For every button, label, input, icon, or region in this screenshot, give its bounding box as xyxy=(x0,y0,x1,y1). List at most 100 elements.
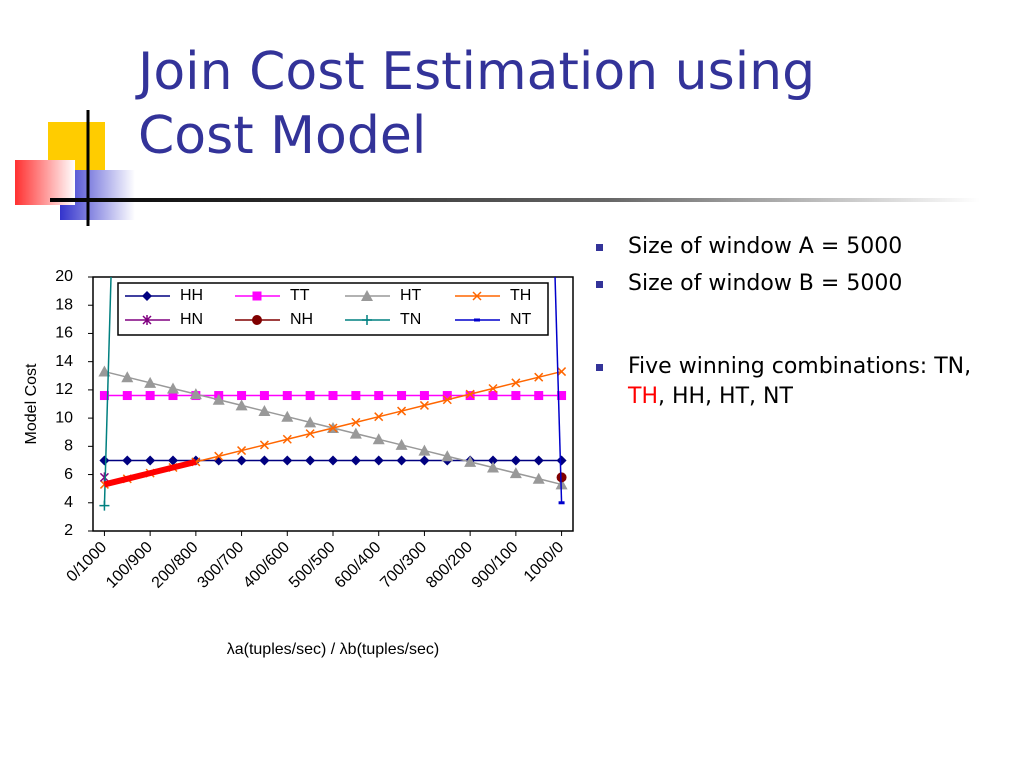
legend-label: HH xyxy=(180,287,203,304)
marker xyxy=(281,410,294,422)
marker xyxy=(395,438,408,450)
legend-label: TN xyxy=(400,311,421,328)
deco-hline xyxy=(50,198,980,202)
marker xyxy=(305,455,316,466)
y-tick-label: 6 xyxy=(64,466,73,483)
marker xyxy=(258,405,271,417)
bullet-text: , HH, HT, NT xyxy=(657,384,793,409)
x-tick-label: 700/300 xyxy=(377,539,430,592)
marker xyxy=(557,391,567,401)
marker xyxy=(122,455,133,466)
legend: HH TT HT TH HN NH TN NT xyxy=(117,282,549,336)
y-tick-label: 18 xyxy=(55,296,73,313)
marker xyxy=(418,444,431,456)
x-tick-label: 1000/0 xyxy=(521,539,568,586)
marker xyxy=(214,451,224,461)
y-tick-label: 12 xyxy=(55,381,73,398)
marker xyxy=(510,455,521,466)
marker xyxy=(556,455,567,466)
marker xyxy=(361,290,373,301)
marker xyxy=(98,365,111,377)
y-tick-label: 20 xyxy=(55,268,73,285)
y-axis-label: Model Cost xyxy=(23,363,40,444)
marker xyxy=(362,315,372,325)
marker xyxy=(282,391,292,401)
y-tick-label: 16 xyxy=(55,325,73,342)
marker xyxy=(99,391,109,401)
marker xyxy=(99,500,110,511)
marker xyxy=(533,455,544,466)
marker xyxy=(351,417,361,427)
series-line xyxy=(103,277,112,506)
y-tick-label: 2 xyxy=(64,522,73,539)
marker xyxy=(488,383,498,394)
x-tick-label: 200/800 xyxy=(149,539,202,592)
bullet: Size of window B = 5000 xyxy=(596,269,1006,299)
legend-box xyxy=(117,282,549,336)
bullet: Five winning combinations: TN, TH, HH, H… xyxy=(596,352,1006,412)
marker xyxy=(351,391,361,401)
x-tick-label: 600/400 xyxy=(332,539,385,592)
marker xyxy=(282,434,292,444)
marker xyxy=(212,393,225,405)
marker xyxy=(328,423,338,433)
marker xyxy=(142,291,152,301)
marker xyxy=(252,291,262,301)
legend-label: NH xyxy=(290,311,313,328)
marker xyxy=(465,391,475,401)
x-tick-label: 400/600 xyxy=(240,539,293,592)
marker xyxy=(305,429,315,439)
x-tick-label: 300/700 xyxy=(194,539,247,592)
y-tick-label: 4 xyxy=(64,494,73,511)
marker xyxy=(488,455,498,466)
marker xyxy=(122,391,132,401)
marker xyxy=(419,400,429,410)
y-tick-label: 8 xyxy=(64,438,73,455)
y-tick-label: 14 xyxy=(55,353,73,370)
x-tick-label: 500/500 xyxy=(286,539,339,592)
x-tick-label: 900/100 xyxy=(469,539,522,592)
marker xyxy=(145,455,156,466)
x-tick-label: 800/200 xyxy=(423,539,476,592)
marker xyxy=(558,501,565,505)
marker xyxy=(397,406,407,416)
marker xyxy=(511,391,521,401)
highlight xyxy=(103,458,197,488)
marker xyxy=(532,472,545,484)
marker xyxy=(168,455,178,466)
marker xyxy=(189,388,202,400)
marker xyxy=(372,433,385,445)
marker xyxy=(259,440,269,450)
bullet-list: Size of window A = 5000 Size of window B … xyxy=(596,232,1006,412)
bullet: Size of window A = 5000 xyxy=(596,232,1006,262)
marker xyxy=(145,391,155,401)
marker xyxy=(328,455,338,466)
bullet-text: TH xyxy=(628,384,658,409)
marker xyxy=(349,427,362,439)
y-tick-label: 10 xyxy=(55,409,73,426)
marker xyxy=(373,455,384,466)
marker xyxy=(441,450,454,462)
marker xyxy=(235,399,248,411)
marker xyxy=(534,391,544,401)
legend-label: NT xyxy=(510,311,532,328)
marker xyxy=(442,391,452,401)
marker xyxy=(259,391,269,401)
marker xyxy=(464,455,477,467)
x-tick-label: 100/900 xyxy=(103,539,156,592)
marker xyxy=(282,455,293,466)
marker xyxy=(557,367,567,377)
marker xyxy=(396,455,407,466)
legend-label: TH xyxy=(510,287,531,304)
bullet-text: Five winning combinations: TN, xyxy=(628,354,972,379)
marker xyxy=(305,391,315,401)
marker xyxy=(350,455,361,466)
marker xyxy=(487,461,499,473)
marker xyxy=(121,371,134,383)
marker xyxy=(488,391,498,401)
marker xyxy=(511,378,521,388)
legend-label: HT xyxy=(400,287,422,304)
marker xyxy=(328,391,338,401)
bullet-text: Size of window A = 5000 xyxy=(628,234,903,259)
plot xyxy=(98,277,568,511)
